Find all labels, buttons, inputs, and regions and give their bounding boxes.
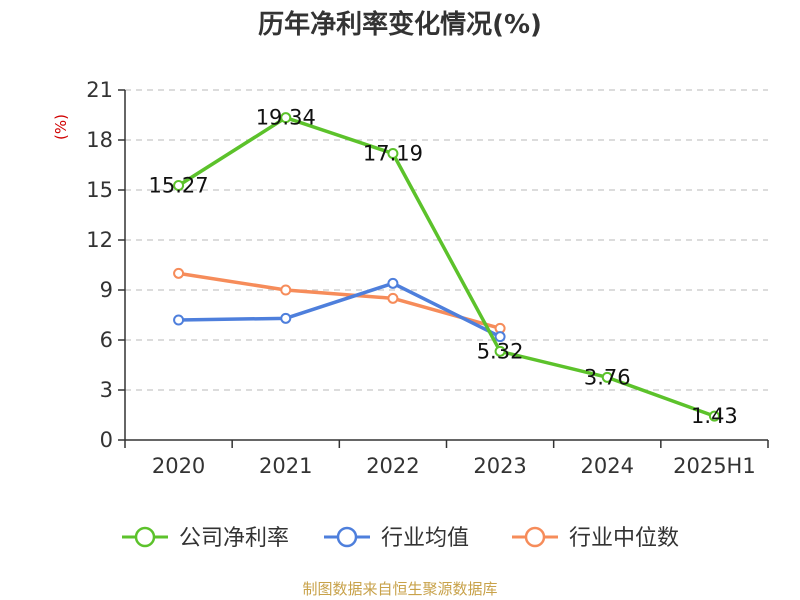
series-1	[173, 277, 506, 343]
data-labels: 15.27 19.34 17.19 5.32 3.76 1.43	[149, 106, 738, 428]
x-tick-label: 2025H1	[673, 454, 756, 478]
x-tick-label: 2023	[473, 454, 526, 478]
series-line	[178, 271, 501, 331]
data-point	[494, 345, 506, 357]
series-line	[178, 281, 501, 339]
legend-label: 行业中位数	[569, 526, 679, 551]
series-2	[173, 267, 506, 334]
series-line	[177, 115, 716, 418]
legend-item-0: 公司净利率	[122, 526, 289, 551]
series-0	[173, 112, 720, 422]
x-tick-labels: 2020 2021 2022 2023 2024 2025H1	[152, 454, 756, 478]
chart-title: 历年净利率变化情况(%)	[258, 9, 542, 40]
legend-swatch-marker	[336, 526, 358, 548]
x-tick-label: 2020	[152, 454, 205, 478]
data-point	[387, 277, 399, 289]
y-tick-label: 6	[100, 328, 113, 352]
data-point	[280, 312, 292, 324]
x-tick-label: 2021	[259, 454, 312, 478]
data-point	[280, 284, 292, 296]
data-label: 3.76	[584, 365, 631, 389]
data-point	[387, 292, 399, 304]
data-label: 19.34	[256, 106, 316, 130]
legend-swatch-marker	[134, 526, 156, 548]
y-tick-label: 15	[86, 178, 113, 202]
data-point	[173, 267, 185, 279]
y-tick-label: 0	[100, 428, 113, 452]
data-label: 5.32	[477, 339, 524, 363]
legend-swatch-marker	[524, 526, 546, 548]
legend-label: 行业均值	[381, 526, 469, 551]
data-point	[173, 314, 185, 326]
data-point	[494, 331, 506, 343]
data-label: 1.43	[691, 404, 738, 428]
y-tick-label: 21	[86, 78, 113, 102]
series-lines	[173, 112, 720, 422]
data-label: 15.27	[149, 174, 209, 198]
y-axis-unit: (%)	[52, 114, 70, 140]
data-point	[601, 371, 613, 383]
source-note: 制图数据来自恒生聚源数据库	[302, 580, 497, 598]
axes	[118, 89, 769, 448]
x-tick-label: 2024	[581, 454, 634, 478]
data-point	[280, 112, 292, 124]
x-tick-label: 2022	[366, 454, 419, 478]
data-point	[708, 410, 720, 422]
y-tick-label: 12	[86, 228, 113, 252]
y-tick-label: 3	[100, 378, 113, 402]
legend: 公司净利率 行业均值 行业中位数	[122, 526, 679, 551]
legend-item-2: 行业中位数	[512, 526, 679, 551]
grid-lines	[125, 89, 768, 391]
y-tick-labels: 0 3 6 9 12 15 18 21	[86, 78, 113, 452]
data-point	[173, 180, 185, 191]
legend-label: 公司净利率	[179, 526, 289, 551]
data-point	[387, 148, 399, 159]
y-tick-label: 18	[86, 128, 113, 152]
y-tick-label: 9	[100, 278, 113, 302]
legend-item-1: 行业均值	[324, 526, 469, 551]
data-label: 17.19	[363, 142, 423, 166]
